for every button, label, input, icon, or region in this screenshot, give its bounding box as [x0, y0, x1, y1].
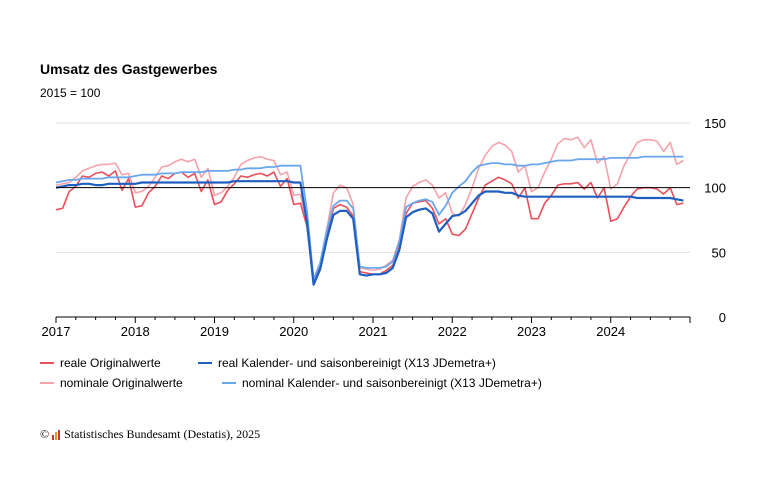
source-note: © Statistisches Bundesamt (Destatis), 20… [40, 427, 260, 442]
legend-label-nominal-original: nominale Originalwerte [60, 376, 183, 390]
y-tick-label-0: 0 [719, 310, 726, 325]
destatis-logo-icon [52, 429, 61, 440]
x-tick-label-2018: 2018 [121, 324, 150, 339]
legend-item-nominal-adjusted: nominal Kalender- und saisonbereinigt (X… [222, 375, 542, 391]
copyright-symbol: © [40, 427, 50, 441]
y-tick-label-50: 50 [712, 245, 726, 260]
x-tick-label-2017: 2017 [42, 324, 71, 339]
chart-subtitle: 2015 = 100 [40, 86, 101, 100]
source-text: Statistisches Bundesamt (Destatis), 2025 [64, 427, 261, 441]
chart-title: Umsatz des Gastgewerbes [40, 61, 218, 77]
y-tick-label-150: 150 [704, 116, 726, 131]
x-tick-label-2020: 2020 [279, 324, 308, 339]
legend-label-nominal-adjusted: nominal Kalender- und saisonbereinigt (X… [242, 376, 542, 390]
legend-swatch-real-original [40, 362, 54, 364]
series-line-real-adjusted [55, 180, 684, 286]
series-line-nominal-adjusted [55, 155, 684, 281]
legend-label-real-adjusted: real Kalender- und saisonbereinigt (X13 … [218, 356, 496, 370]
x-tick-label-2024: 2024 [596, 324, 625, 339]
x-tick-label-2021: 2021 [359, 324, 388, 339]
legend-swatch-real-adjusted [198, 362, 212, 364]
legend-item-real-original: reale Originalwerte [40, 355, 161, 371]
x-tick-label-2023: 2023 [517, 324, 546, 339]
y-tick-label-100: 100 [704, 181, 726, 196]
series-line-nominal-original [55, 136, 684, 283]
x-tick-label-2019: 2019 [200, 324, 229, 339]
legend-swatch-nominal-original [40, 382, 54, 384]
legend-label-real-original: reale Originalwerte [60, 356, 161, 370]
legend-swatch-nominal-adjusted [222, 382, 236, 384]
x-tick-label-2022: 2022 [438, 324, 467, 339]
series-line-real-original [55, 170, 684, 283]
legend-item-real-adjusted: real Kalender- und saisonbereinigt (X13 … [198, 355, 496, 371]
legend-item-nominal-original: nominale Originalwerte [40, 375, 183, 391]
